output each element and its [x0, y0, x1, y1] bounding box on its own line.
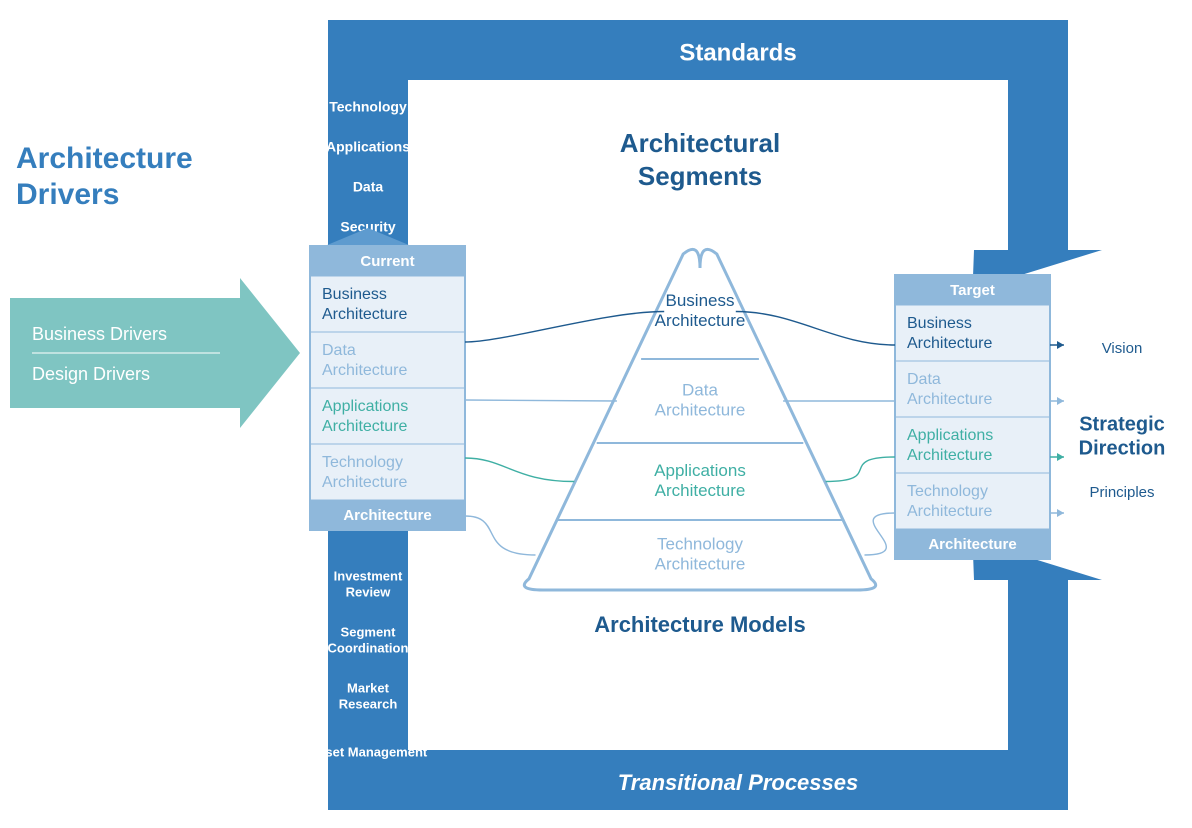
standards-item: Data — [353, 179, 384, 195]
svg-text:Business: Business — [322, 286, 387, 303]
process-item: Research — [339, 696, 398, 711]
svg-text:Architecture: Architecture — [907, 391, 992, 408]
pyramid-row: Applications — [654, 461, 746, 480]
svg-text:Architecture: Architecture — [907, 503, 992, 520]
svg-text:Applications: Applications — [907, 427, 993, 444]
standards-item: Technology — [329, 99, 407, 115]
diagram-canvas: Standards Transitional Processes Technolog… — [0, 0, 1192, 828]
connector-arrowhead — [1057, 509, 1064, 517]
svg-text:Business: Business — [907, 315, 972, 332]
svg-text:Applications: Applications — [322, 398, 408, 415]
process-item: Coordination — [328, 640, 409, 655]
models-title: Architecture Models — [594, 612, 806, 637]
svg-text:Architecture: Architecture — [322, 418, 407, 435]
transitional-label: Transitional Processes — [618, 770, 859, 795]
strategic-label: Strategic — [1079, 413, 1165, 435]
svg-text:Architecture: Architecture — [907, 335, 992, 352]
svg-text:Data: Data — [322, 342, 356, 359]
connector-arrowhead — [1057, 397, 1064, 405]
pyramid-row: Architecture — [655, 400, 746, 419]
strategic-label: Direction — [1079, 437, 1166, 459]
target-stack: Target Business Architecture Data Architectu… — [895, 275, 1050, 559]
pyramid-row: Architecture — [655, 311, 746, 330]
connector-arrowhead — [1057, 453, 1064, 461]
pyramid-row: Architecture — [655, 554, 746, 573]
drivers-line2: Design Drivers — [32, 364, 150, 384]
svg-text:Data: Data — [907, 371, 941, 388]
process-item: Segment — [341, 624, 397, 639]
drivers-line1: Business Drivers — [32, 324, 167, 344]
svg-text:Architecture: Architecture — [322, 474, 407, 491]
svg-text:Architecture: Architecture — [322, 362, 407, 379]
vision-label: Vision — [1102, 340, 1143, 357]
pyramid-row: Architecture — [655, 481, 746, 500]
page-title-line1: Architecture — [16, 142, 193, 175]
current-stack: Current Business Architecture Data Architect… — [310, 246, 465, 530]
segments-title: Segments — [638, 161, 762, 191]
svg-text:Architecture: Architecture — [928, 536, 1016, 553]
principles-label: Principles — [1089, 484, 1154, 501]
svg-text:Current: Current — [360, 253, 414, 270]
connector-arrowhead — [1057, 341, 1064, 349]
process-item: Review — [346, 584, 392, 599]
process-item: Asset Management — [309, 744, 428, 759]
svg-text:Architecture: Architecture — [907, 447, 992, 464]
pyramid-row: Business — [666, 291, 735, 310]
page-title-line2: Drivers — [16, 178, 119, 211]
svg-text:Target: Target — [950, 282, 995, 299]
process-item: Market — [347, 680, 390, 695]
svg-text:Architecture: Architecture — [343, 507, 431, 524]
segments-title: Architectural — [620, 128, 780, 158]
svg-text:Technology: Technology — [907, 483, 988, 500]
standards-item: Applications — [326, 139, 410, 155]
pyramid-row: Technology — [657, 534, 744, 553]
standards-label: Standards — [679, 39, 796, 66]
svg-text:Architecture: Architecture — [322, 306, 407, 323]
svg-text:Technology: Technology — [322, 454, 403, 471]
process-item: Investment — [334, 568, 403, 583]
pyramid-row: Data — [682, 380, 718, 399]
